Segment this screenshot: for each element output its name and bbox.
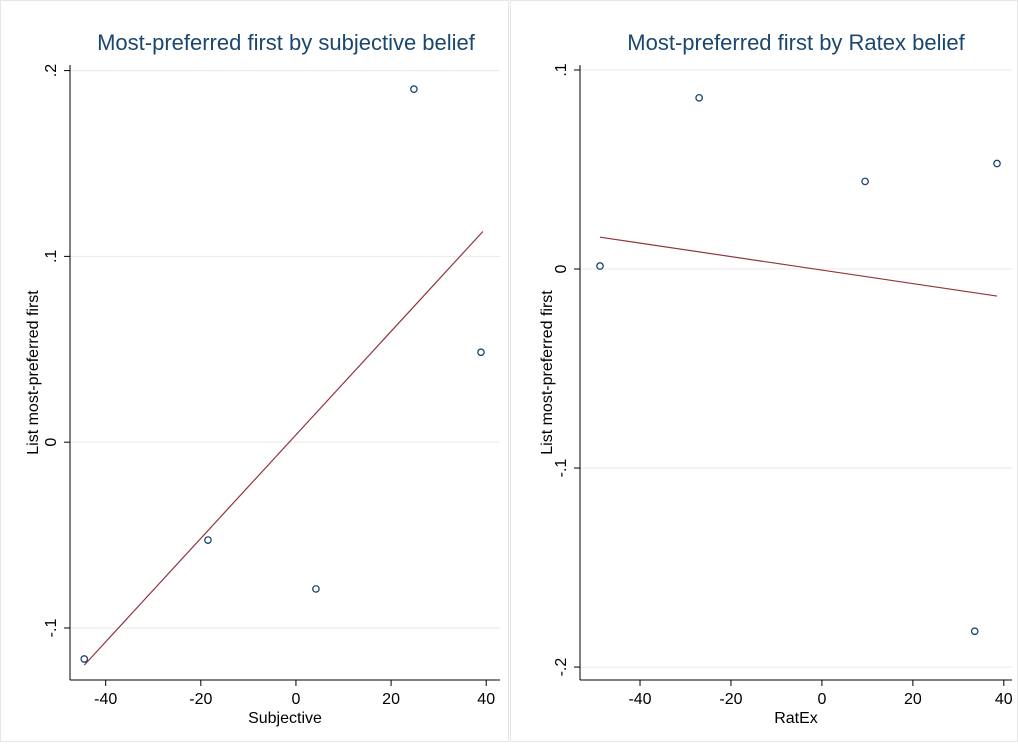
point [80, 655, 89, 663]
x-axis-title: RatEx [774, 710, 818, 727]
chart-title: Most-preferred first by Ratex belief [627, 30, 965, 55]
x-axis-title: Subjective [248, 710, 322, 727]
point [695, 93, 703, 102]
x-tick-label: 20 [382, 691, 400, 708]
y-tick-label: 0 [553, 264, 570, 273]
point [970, 627, 979, 636]
x-tick-label: -40 [94, 691, 117, 708]
y-tick-label: .1 [553, 63, 570, 76]
point [993, 159, 1001, 168]
point [596, 262, 604, 270]
x-tick-label: 40 [477, 691, 495, 708]
y-tick-label: -.2 [553, 658, 570, 677]
y-axis-title: List most-preferred first [25, 290, 42, 455]
y-axis-title: List most-preferred first [539, 290, 556, 455]
x-tick-label: -20 [189, 691, 212, 708]
y-tick-label: -.1 [43, 619, 60, 638]
x-tick-label: 0 [291, 691, 300, 708]
x-tick-label: -40 [628, 691, 651, 708]
chart-title: Most-preferred first by subjective belie… [97, 30, 476, 55]
point [477, 348, 485, 357]
fit-line [83, 231, 484, 666]
point [204, 536, 212, 544]
point [312, 585, 320, 593]
x-tick-label: 20 [904, 691, 922, 708]
x-tick-label: 0 [817, 691, 826, 708]
fit-line [599, 236, 998, 297]
x-tick-label: 40 [995, 691, 1013, 708]
y-tick-label: -.1 [553, 459, 570, 478]
y-tick-label: .2 [43, 64, 60, 77]
point [410, 85, 418, 94]
point [861, 177, 869, 186]
y-tick-label: .1 [43, 250, 60, 263]
y-tick-label: 0 [43, 438, 60, 447]
x-tick-label: -20 [719, 691, 742, 708]
